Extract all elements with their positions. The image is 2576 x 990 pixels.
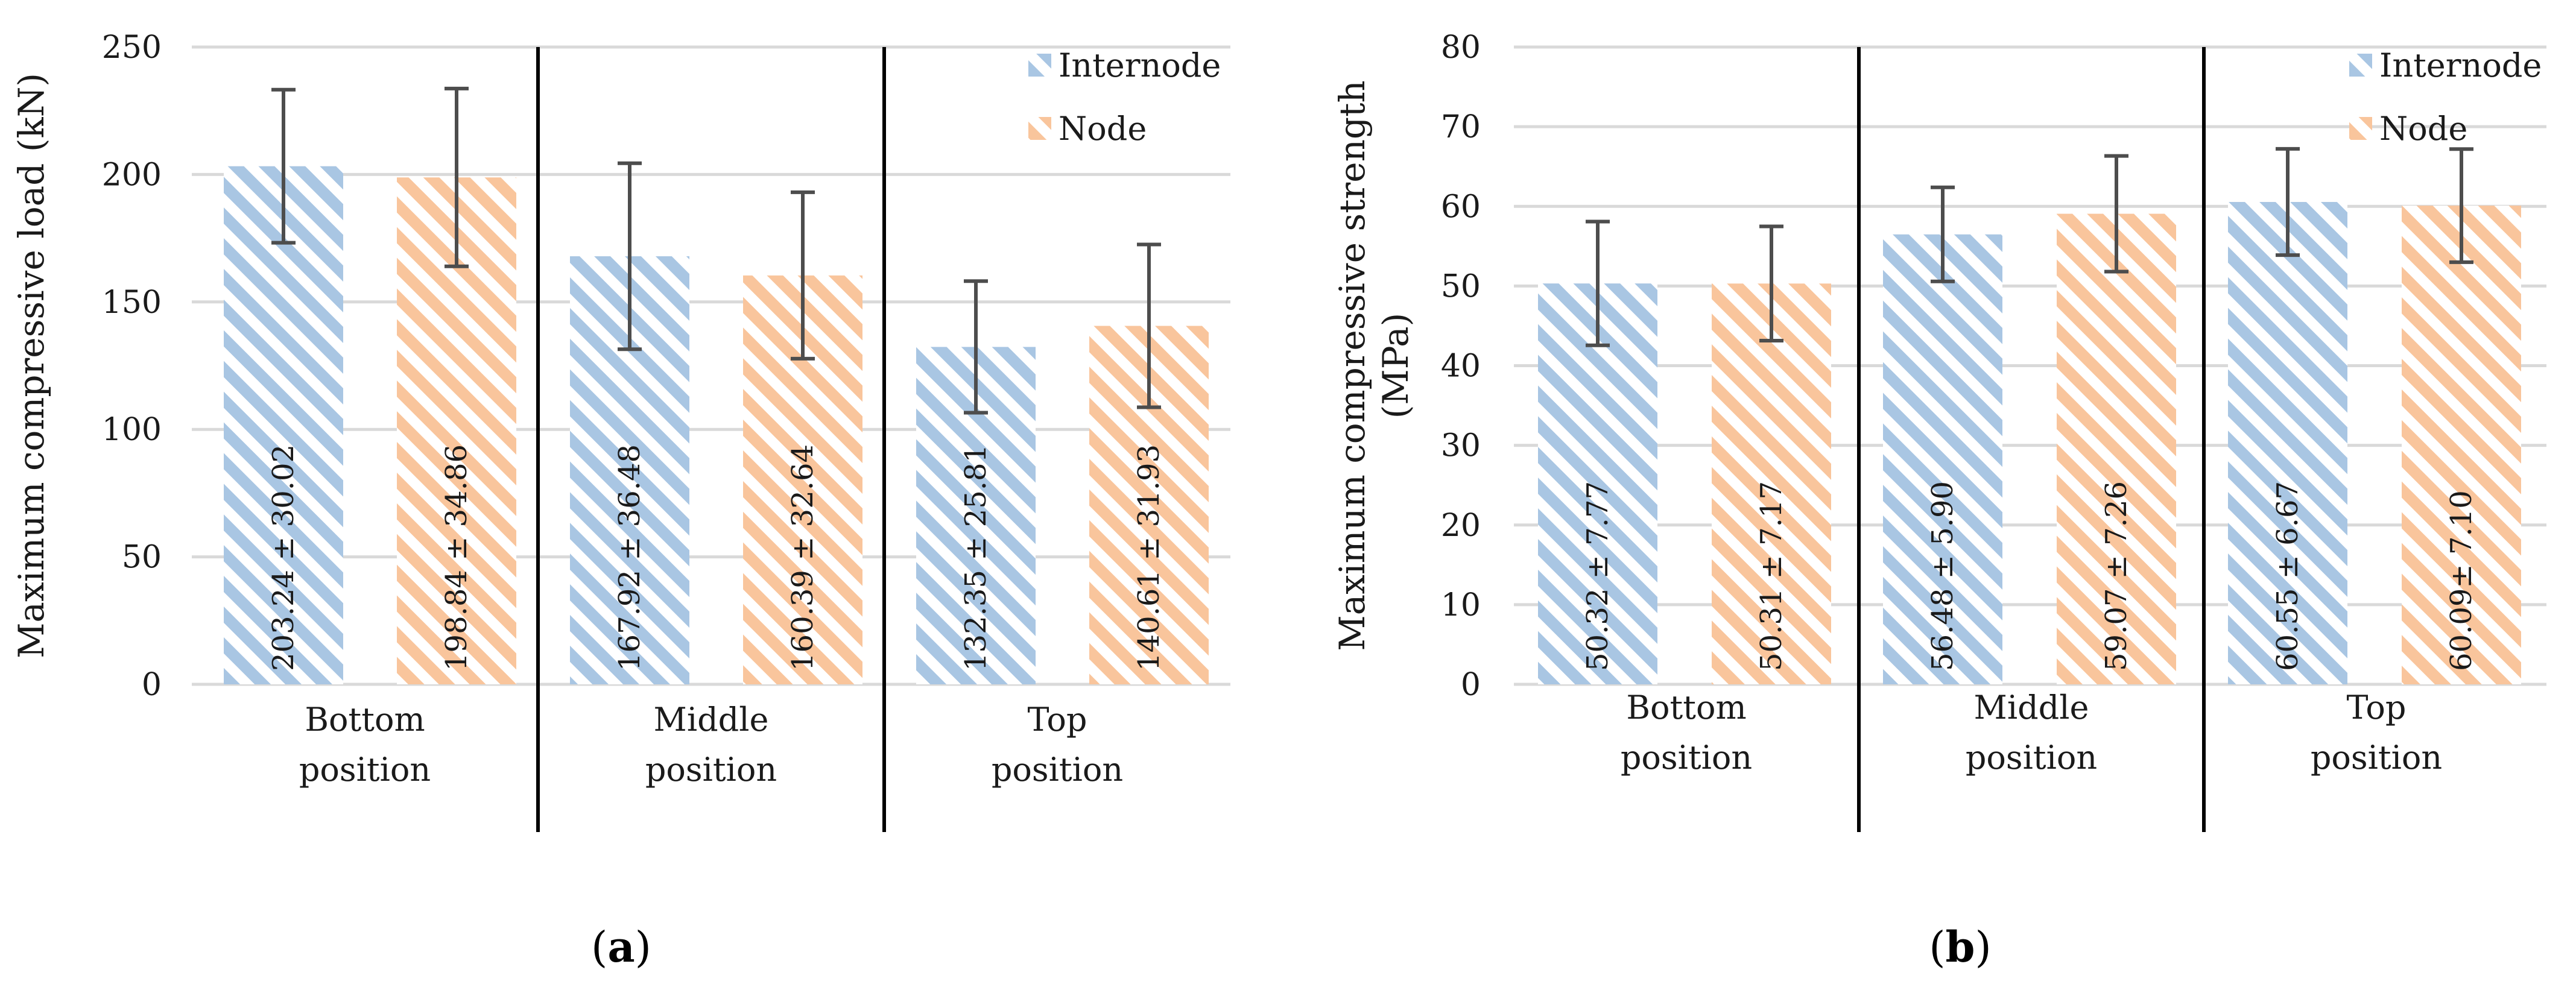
legend-swatch-node: [1028, 117, 1051, 140]
y-tick-label: 80: [1441, 30, 1481, 66]
bar-node: [1712, 283, 1831, 684]
bar-internode: [2228, 201, 2347, 684]
bar-value-label: 50.31 ± 7.17: [1755, 481, 1788, 671]
category-label-line2: position: [2311, 739, 2442, 777]
y-tick-label: 0: [1461, 667, 1481, 703]
y-tick-label: 150: [102, 285, 162, 321]
bar-node: [2402, 206, 2521, 684]
panel-caption-letter: b: [1946, 922, 1975, 972]
bar-internode: [224, 166, 343, 684]
legend-swatch-node: [2349, 117, 2372, 140]
y-tick-label: 50: [1441, 268, 1481, 304]
panel-caption-open: (: [1929, 922, 1945, 972]
panel-caption: (a): [591, 922, 651, 972]
panel-caption: (b): [1929, 922, 1992, 972]
category-label: Bottom: [305, 701, 425, 739]
y-tick-label: 60: [1441, 189, 1481, 225]
panel-caption-letter: a: [607, 922, 635, 972]
bar-internode: [1538, 283, 1657, 685]
bar-value-label: 203.24 ± 30.02: [267, 444, 300, 671]
chart-a: 0 50 100 150 200 250 Maximum compressive load …: [11, 30, 1230, 972]
bar-value-label: 60.09± 7.10: [2445, 490, 2478, 671]
y-tick-label: 50: [122, 540, 162, 576]
category-label: Middle: [654, 701, 769, 739]
legend-label-node: Node: [1059, 110, 1147, 148]
category-label-line2: position: [1621, 739, 1752, 777]
category-label-line2: position: [645, 751, 777, 789]
y-tick-label: 30: [1441, 428, 1481, 464]
category-label: Middle: [1974, 689, 2089, 727]
legend-swatch-internode: [2349, 54, 2372, 77]
chart-b: 0 10 20 30 40 50 60 70 80 Maximum compressive str…: [1332, 30, 2546, 972]
bar-value-label: 140.61 ± 31.93: [1132, 444, 1166, 671]
y-axis-title: Maximum compressive load (kN): [11, 73, 52, 658]
y-tick-label: 70: [1441, 109, 1481, 145]
y-tick-label: 20: [1441, 508, 1481, 544]
bar-value-label: 160.39 ± 32.64: [786, 444, 820, 671]
y-tick-label: 40: [1441, 348, 1481, 385]
y-axis-title-unit: (MPa): [1375, 313, 1416, 419]
panel-caption-close: ): [1975, 922, 1991, 972]
category-label: Bottom: [1626, 689, 1746, 727]
y-tick-label: 200: [102, 157, 162, 193]
category-label-line2: position: [992, 751, 1123, 789]
legend-label-internode: Internode: [2379, 46, 2542, 84]
bar-node: [2057, 213, 2176, 685]
y-axis-title: Maximum compressive strength: [1332, 80, 1373, 651]
category-label: Top: [2347, 689, 2407, 727]
bar-value-label: 60.55 ± 6.67: [2271, 481, 2305, 671]
category-label-line2: position: [1966, 739, 2097, 777]
panel-caption-close: ): [635, 922, 651, 972]
bar-value-label: 132.35 ± 25.81: [959, 444, 993, 671]
y-tick-label: 100: [102, 412, 162, 448]
y-tick-label: 0: [142, 667, 162, 703]
category-label-line2: position: [299, 751, 431, 789]
y-tick-label: 10: [1441, 587, 1481, 623]
bar-value-label: 56.48 ± 5.90: [1926, 481, 1960, 671]
y-tick-label: 250: [102, 30, 162, 66]
bar-value-label: 198.84 ± 34.86: [440, 444, 473, 671]
legend-label-internode: Internode: [1059, 46, 1221, 84]
panel-caption-open: (: [591, 922, 607, 972]
bar-internode: [1883, 234, 2002, 684]
legend-swatch-internode: [1028, 54, 1051, 77]
category-label: Top: [1028, 701, 1087, 739]
bar-value-label: 50.32 ± 7.77: [1581, 481, 1615, 671]
bar-value-label: 59.07 ± 7.26: [2100, 481, 2133, 671]
legend-label-node: Node: [2379, 110, 2467, 148]
bar-value-label: 167.92 ± 36.48: [613, 444, 647, 671]
